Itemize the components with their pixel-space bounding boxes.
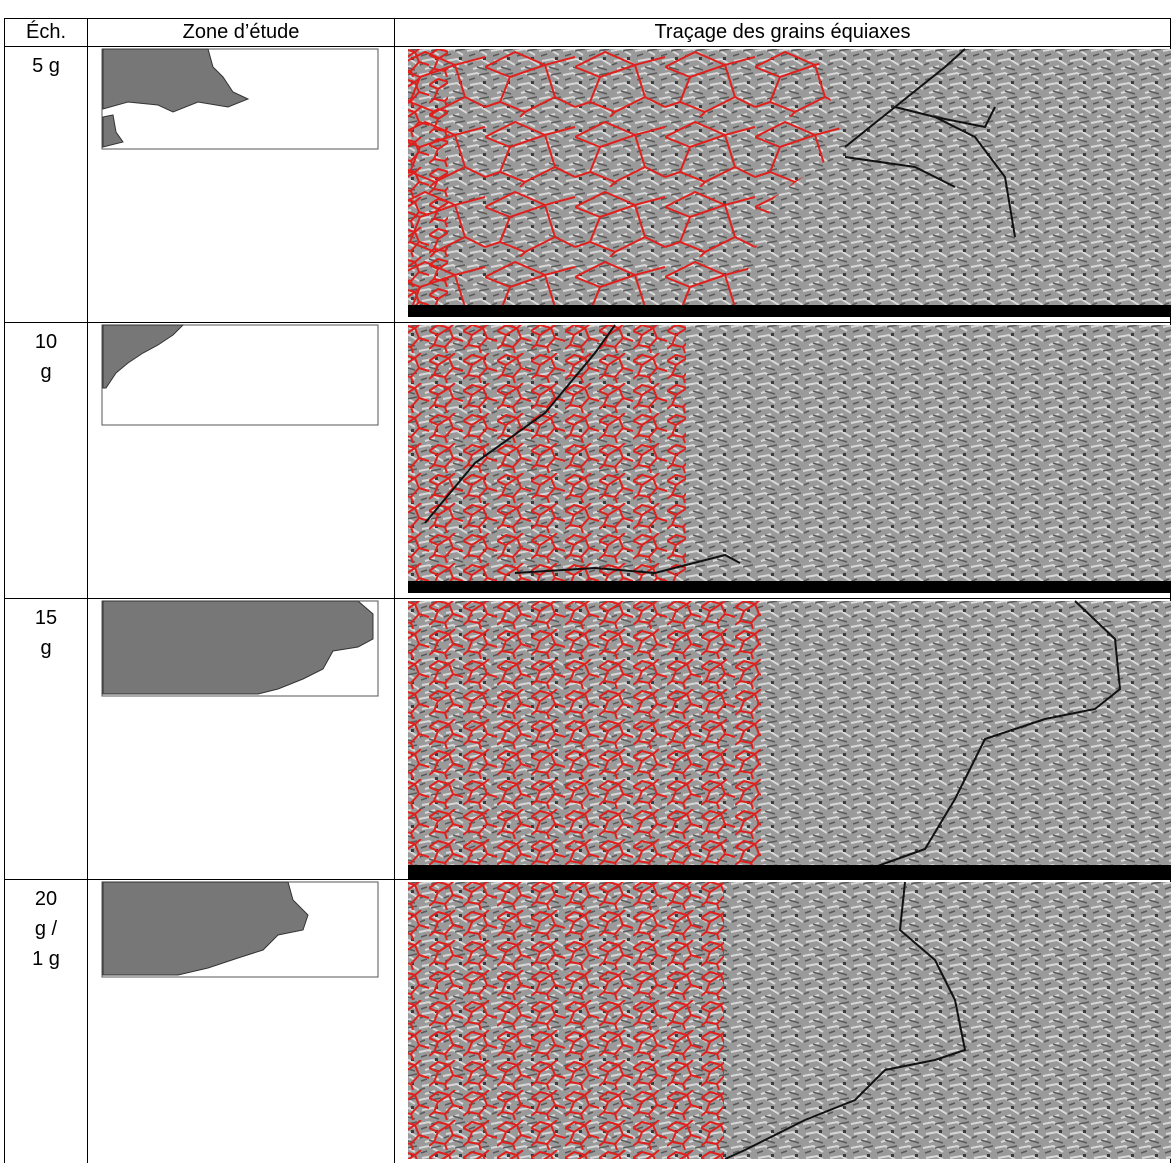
sample-label: 5 g	[5, 47, 88, 323]
tracing-image	[395, 599, 1171, 879]
tracing-image	[395, 880, 1171, 1159]
header-cell: Zone d’étude	[88, 19, 395, 47]
tracing-image	[395, 323, 1171, 594]
sample-label: 15 g	[5, 599, 88, 880]
row: 15 g	[5, 599, 1171, 880]
tracing-cell	[395, 599, 1171, 880]
sample-label: 20 g / 1 g	[5, 880, 88, 1163]
zone-image	[88, 599, 394, 879]
row: 5 g	[5, 47, 1171, 323]
zone-image	[88, 47, 394, 318]
sample-label: 10 g	[5, 323, 88, 599]
zone-cell	[88, 47, 395, 323]
header-cell: Éch.	[5, 19, 88, 47]
tracing-cell	[395, 47, 1171, 323]
header-row: Éch. Zone d’étude Traçage des grains équ…	[5, 19, 1171, 47]
header-cell: Traçage des grains équiaxes	[395, 19, 1171, 47]
row: 10 g	[5, 323, 1171, 599]
grain-table: Éch. Zone d’étude Traçage des grains équ…	[4, 18, 1171, 1163]
tracing-cell	[395, 880, 1171, 1163]
tracing-cell	[395, 323, 1171, 599]
row: 20 g / 1 g	[5, 880, 1171, 1163]
zone-cell	[88, 880, 395, 1163]
zone-cell	[88, 323, 395, 599]
zone-image	[88, 880, 394, 1159]
zone-image	[88, 323, 394, 594]
tracing-image	[395, 47, 1171, 318]
zone-cell	[88, 599, 395, 880]
